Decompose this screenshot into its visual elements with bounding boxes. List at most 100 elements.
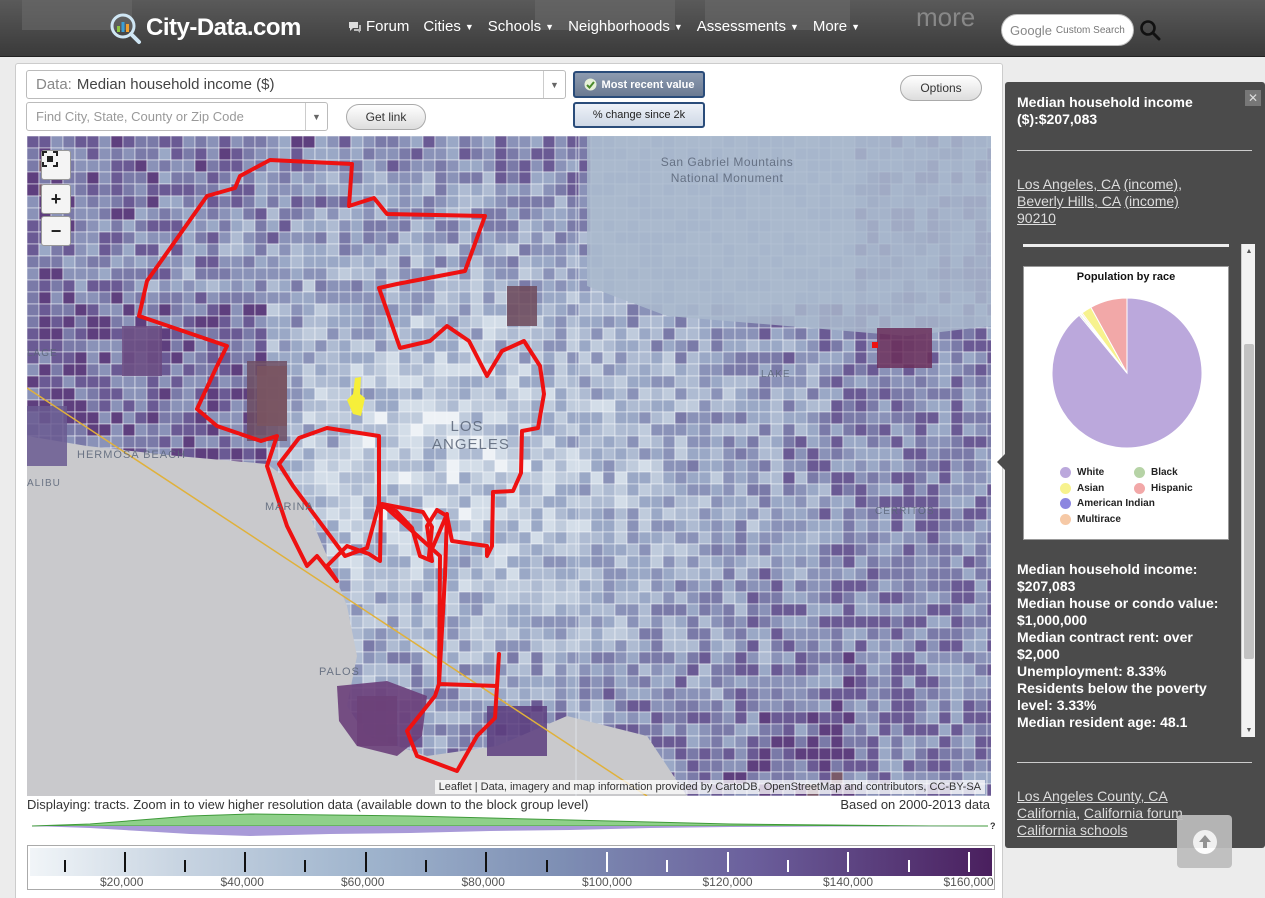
tract-cell [914,627,928,641]
google-search-input[interactable]: Google Custom Search [1001,14,1134,46]
percent-change-button[interactable]: % change since 2k [573,102,705,128]
tract-cell [890,543,904,557]
tract-cell [686,471,700,485]
location-search-input[interactable]: Find City, State, County or Zip Code ▼ [26,102,328,131]
tract-cell [194,279,208,293]
scroll-down-icon[interactable]: ▼ [1245,726,1253,734]
tract-cell [374,351,388,365]
nav-neighborhoods[interactable]: Neighborhoods ▼ [568,18,683,35]
tract-cell [650,351,664,365]
tract-cell [842,723,856,737]
nav-cities[interactable]: Cities ▼ [423,18,473,35]
tract-cell [974,579,988,593]
tract-cell [554,243,568,257]
tract-cell [338,483,352,497]
nav-forum[interactable]: Forum [348,18,409,35]
tract-cell [710,363,724,377]
cartodb-link[interactable]: CartoDB [715,781,758,793]
zoom-out-button[interactable]: − [41,216,71,246]
tract-cell [74,279,88,293]
tract-cell [866,375,880,389]
tract-cell [590,651,604,665]
tract-cell [662,375,676,389]
tract-cell [98,147,112,161]
tract-cell [410,567,424,581]
scroll-up-icon[interactable]: ▲ [1245,247,1253,255]
osm-link[interactable]: OpenStreetMap [763,781,842,793]
tract-cell [518,651,532,665]
info-scrollbar[interactable]: ▲ ▼ [1241,244,1255,737]
close-icon[interactable]: ✕ [1245,90,1261,106]
tract-cell [590,579,604,593]
tract-cell [662,411,676,425]
search-icon[interactable] [1139,19,1161,41]
tract-cell [602,603,616,617]
tract-cell [218,255,232,269]
income-link[interactable]: (income) [1123,176,1179,192]
tract-cell [902,699,916,713]
tract-cell [446,711,460,725]
info-scroll-area[interactable]: Population by race White Black Asian Hispan… [1017,244,1255,737]
tract-cell [326,243,340,257]
scroll-to-top-button[interactable] [1177,815,1232,868]
nav-assessments[interactable]: Assessments ▼ [697,18,799,35]
forum-link[interactable]: California forum [1083,805,1183,821]
choropleth-map[interactable]: San Gabriel Mountains National Monument … [27,136,991,796]
legend-tick [425,860,427,872]
tract-cell [662,579,676,593]
get-link-button[interactable]: Get link [346,104,426,130]
tract-cell [854,447,868,461]
tract-cell [470,195,484,209]
tract-cell [146,375,160,389]
tract-cell [386,387,400,401]
tract-cell [722,375,736,389]
tract-cell [866,759,880,773]
tract-cell [818,519,832,533]
fullscreen-button[interactable] [41,150,71,180]
place-link[interactable]: Beverly Hills, CA [1017,193,1121,209]
data-variable-select[interactable]: Data: Median household income ($) ▼ [26,70,566,99]
tract-cell [986,495,991,509]
tract-cell [230,147,244,161]
tract-cell [614,303,628,317]
tract-cell [662,459,676,473]
tract-cell [254,327,268,341]
zip-link[interactable]: 90210 [1017,210,1056,226]
tract-cell [746,327,760,341]
tract-cell [830,351,844,365]
schools-link[interactable]: California schools [1017,822,1128,838]
tract-cell [386,411,400,425]
site-logo[interactable]: City-Data.com [108,10,301,46]
scroll-thumb[interactable] [1244,344,1254,659]
county-link[interactable]: Los Angeles County, CA [1017,788,1168,804]
state-link[interactable]: California [1017,805,1077,821]
tract-cell [986,363,991,377]
tract-cell [758,399,772,413]
nav-more[interactable]: More ▼ [813,18,860,35]
nav-schools[interactable]: Schools ▼ [488,18,554,35]
most-recent-value-button[interactable]: Most recent value [573,71,705,98]
tract-cell [746,651,760,665]
tract-cell [890,591,904,605]
tract-cell [206,291,220,305]
tract-cell [554,627,568,641]
map-canvas[interactable] [27,136,991,796]
zoom-in-button[interactable]: + [41,184,71,214]
options-button[interactable]: Options [900,75,982,101]
tract-cell [770,567,784,581]
tract-cell [62,363,76,377]
tract-cell [110,351,124,365]
tract-cell [662,747,676,761]
race-legend-item: Hispanic [1134,483,1193,494]
tract-cell [326,315,340,329]
place-link[interactable]: Los Angeles, CA [1017,176,1120,192]
dist-help-marker[interactable]: ? [990,821,996,831]
tract-cell [662,591,676,605]
tract-cell [650,723,664,737]
tract-cell [842,411,856,425]
income-link[interactable]: (income) [1124,193,1179,209]
tract-cell [326,363,340,377]
tract-cell [170,303,184,317]
tract-cell [362,495,376,509]
tract-cell [266,339,280,353]
